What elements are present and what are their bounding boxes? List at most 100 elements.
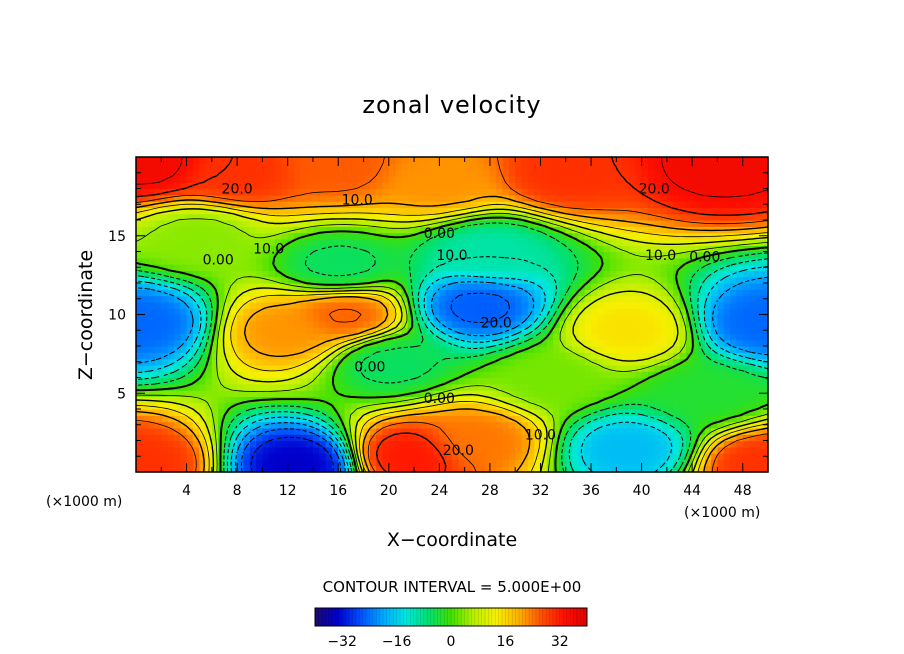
field-cell — [565, 213, 573, 221]
field-cell — [502, 364, 510, 372]
field-cell — [439, 415, 447, 423]
field-cell — [350, 409, 358, 416]
field-cell — [294, 182, 301, 190]
field-cell — [660, 446, 668, 454]
field-cell — [458, 402, 466, 410]
field-cell — [584, 188, 592, 196]
field-cell — [742, 440, 750, 448]
field-cell — [319, 308, 327, 316]
field-cell — [546, 409, 554, 416]
field-cell — [452, 283, 459, 290]
field-cell — [167, 320, 175, 328]
field-cell — [730, 251, 737, 259]
field-cell — [237, 402, 245, 410]
field-cell — [673, 175, 681, 183]
field-cell — [262, 465, 270, 473]
field-cell — [502, 371, 510, 379]
field-cell — [534, 207, 542, 215]
field-cell — [256, 270, 263, 278]
field-cell — [148, 333, 156, 341]
field-cell — [692, 358, 700, 366]
field-cell — [749, 308, 756, 316]
field-cell — [578, 346, 586, 353]
field-cell — [281, 213, 289, 221]
field-cell — [736, 264, 744, 271]
field-cell — [142, 415, 150, 423]
field-cell — [237, 320, 245, 328]
field-cell — [470, 453, 478, 460]
field-cell — [211, 220, 219, 227]
field-cell — [698, 201, 706, 208]
field-cell — [635, 289, 643, 297]
field-cell — [496, 453, 504, 460]
field-cell — [458, 459, 466, 467]
field-cell — [553, 301, 561, 309]
field-cell — [755, 314, 763, 322]
field-cell — [591, 238, 598, 246]
field-cell — [660, 314, 668, 322]
field-cell — [192, 327, 200, 334]
field-cell — [167, 371, 175, 379]
field-cell — [414, 257, 421, 265]
field-cell — [420, 364, 428, 372]
field-cell — [218, 402, 226, 410]
field-cell — [527, 270, 535, 278]
field-cell — [426, 396, 434, 404]
field-cell — [294, 220, 301, 227]
field-cell — [281, 333, 289, 341]
field-cell — [363, 396, 371, 404]
field-cell — [445, 396, 453, 404]
field-cell — [173, 358, 181, 366]
field-cell — [736, 327, 744, 334]
field-cell — [635, 333, 643, 341]
field-cell — [414, 220, 421, 227]
field-cell — [464, 459, 472, 467]
field-cell — [628, 434, 636, 442]
field-cell — [572, 465, 579, 473]
field-cell — [502, 402, 510, 410]
field-cell — [426, 169, 434, 177]
field-cell — [205, 339, 213, 347]
field-cell — [230, 459, 238, 467]
field-cell — [742, 327, 750, 334]
field-cell — [470, 289, 478, 297]
field-cell — [502, 188, 510, 196]
field-cell — [464, 169, 472, 177]
field-cell — [388, 283, 396, 290]
field-cell — [154, 232, 162, 240]
field-cell — [496, 339, 504, 347]
field-cell — [350, 320, 358, 328]
field-cell — [660, 364, 668, 372]
field-cell — [515, 409, 523, 416]
field-cell — [470, 264, 478, 271]
field-cell — [382, 283, 390, 290]
field-cell — [565, 415, 573, 423]
field-cell — [230, 352, 238, 360]
field-cell — [565, 163, 573, 171]
field-cell — [237, 270, 245, 278]
field-cell — [439, 276, 447, 284]
field-cell — [591, 333, 598, 341]
field-cell — [584, 207, 592, 215]
field-cell — [388, 459, 396, 467]
field-cell — [673, 207, 681, 215]
field-cell — [711, 383, 719, 391]
field-cell — [243, 163, 251, 171]
field-cell — [673, 377, 681, 385]
field-cell — [180, 188, 188, 196]
field-cell — [736, 257, 744, 265]
field-cell — [477, 427, 485, 435]
field-cell — [723, 390, 731, 397]
field-cell — [660, 377, 668, 385]
field-cell — [319, 453, 327, 460]
field-cell — [300, 270, 308, 278]
field-cell — [376, 188, 384, 196]
field-cell — [565, 157, 573, 164]
field-cell — [357, 427, 365, 435]
field-cell — [237, 346, 245, 353]
field-cell — [452, 427, 459, 435]
field-cell — [382, 377, 390, 385]
field-cell — [230, 232, 238, 240]
field-cell — [565, 427, 573, 435]
field-cell — [698, 276, 706, 284]
